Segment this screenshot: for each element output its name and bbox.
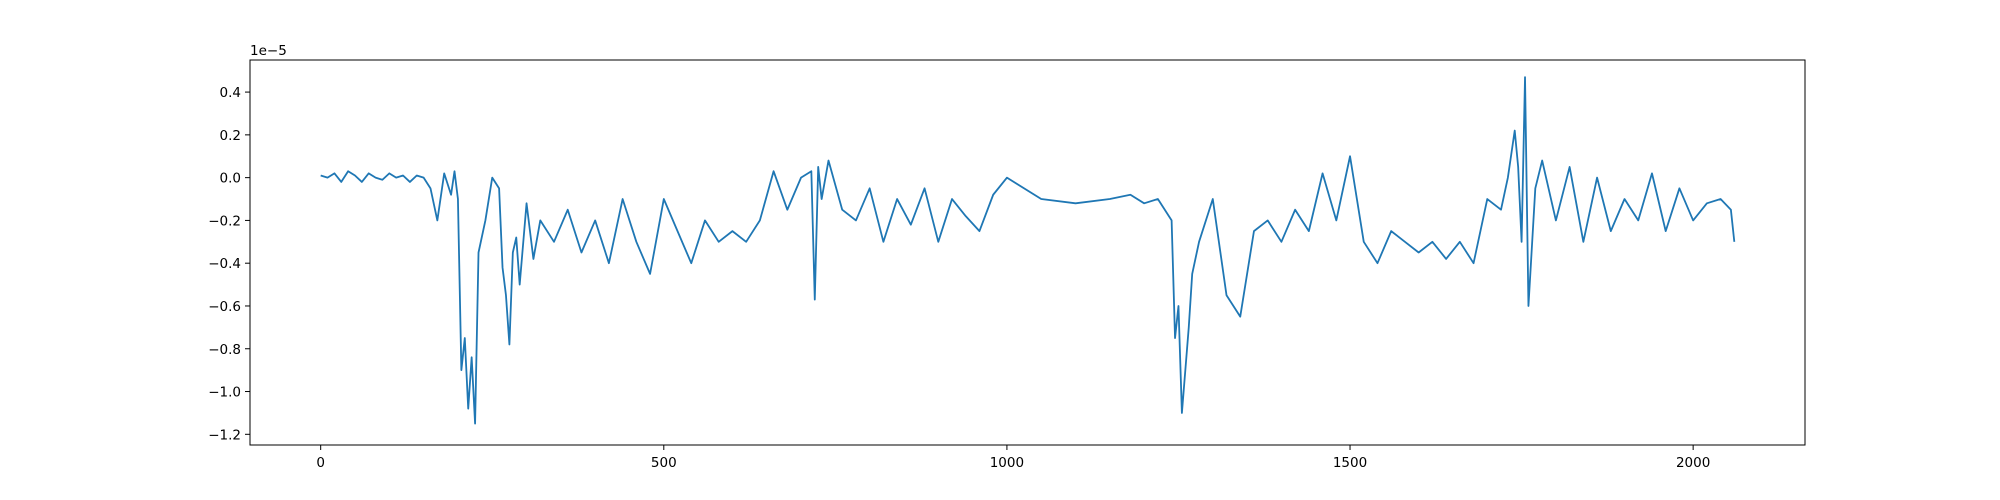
series-line-0 <box>320 76 1736 425</box>
axes: 0 500 1000 1500 2000 0.4 0.2 0.0 −0.2 −0.4 −0.6 −0.… <box>208 59 1806 471</box>
x-tick-label: 1000 <box>990 455 1024 471</box>
y-tick-label: −1.2 <box>208 427 241 443</box>
x-tick-label: 1500 <box>1333 455 1367 471</box>
y-tick-label: −1.0 <box>208 385 241 401</box>
y-tick-label: −0.8 <box>208 342 241 358</box>
y-offset-label: 1e−5 <box>250 43 287 59</box>
x-tick-label: 500 <box>651 455 677 471</box>
y-tick-label: 0.2 <box>220 128 241 144</box>
y-tick-label: −0.4 <box>208 256 241 272</box>
axes-frame <box>249 59 1806 446</box>
plot-area <box>320 76 1736 425</box>
y-tick-label: 0.4 <box>220 85 241 101</box>
x-tick-label: 2000 <box>1676 455 1710 471</box>
y-tick-label: −0.2 <box>208 213 241 229</box>
y-tick-label: −0.6 <box>208 299 241 315</box>
x-tick-label: 0 <box>316 455 325 471</box>
y-tick-label: 0.0 <box>220 171 241 187</box>
